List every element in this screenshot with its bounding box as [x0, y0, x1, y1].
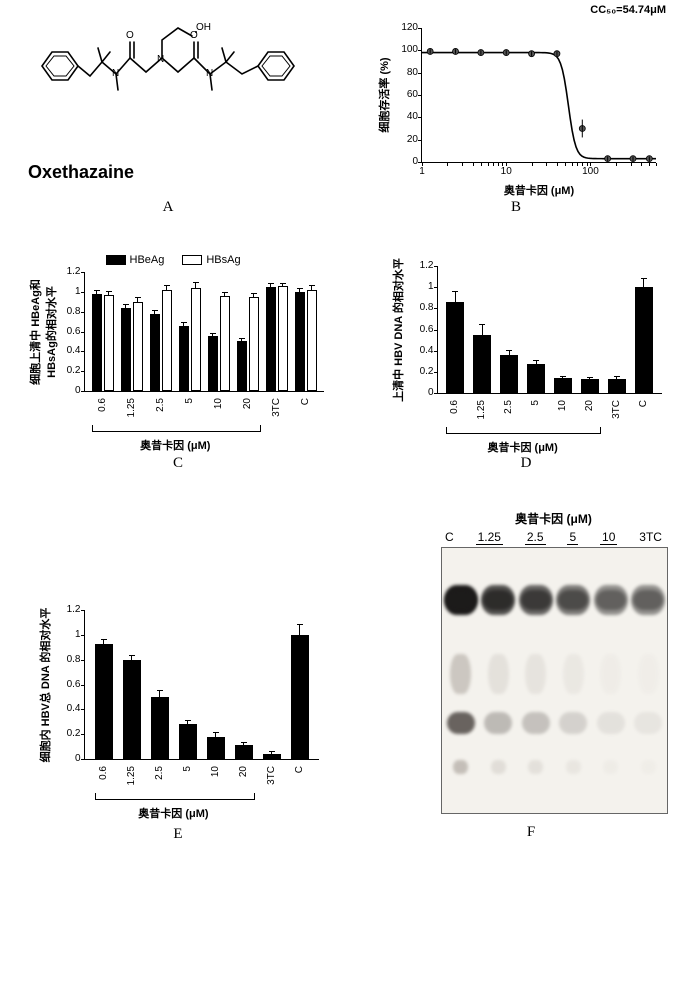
antigen-chart: HBeAg HBsAg 细胞上清中 HBeAg和 HBsAg的相对水平 奥昔卡因…: [26, 254, 331, 449]
xlabel-d: 奥昔卡因 (μM): [487, 439, 557, 455]
panel-label-d: D: [521, 455, 532, 472]
xlabel-e: 奥昔卡因 (μM): [138, 805, 208, 821]
legend-swatch-hbsag: [182, 255, 202, 265]
svg-text:O: O: [190, 30, 198, 41]
xlabel-b: 奥昔卡因 (μM): [504, 182, 574, 198]
legend-c: HBeAg HBsAg: [106, 254, 241, 266]
figure-root: OH N N N: [18, 18, 681, 843]
intracellular-dna-chart: 细胞内 HBV总 DNA 的相对水平 奥昔卡因 (μM) 00.20.40.60…: [26, 510, 331, 820]
supernatant-dna-chart: 上清中 HBV DNA 的相对水平 奥昔卡因 (μM) 00.20.40.60.…: [379, 254, 674, 449]
panel-label-b: B: [511, 199, 521, 216]
xlabel-c: 奥昔卡因 (μM): [140, 437, 210, 453]
plot-area-c: 细胞上清中 HBeAg和 HBsAg的相对水平 奥昔卡因 (μM) 00.20.…: [84, 272, 324, 392]
southern-blot: 奥昔卡因 (μM) C1.252.55103TC RC SS: [441, 510, 666, 814]
panel-label-c: C: [173, 455, 183, 472]
chemical-structure: OH N N N: [28, 18, 308, 193]
panel-e: 细胞内 HBV总 DNA 的相对水平 奥昔卡因 (μM) 00.20.40.60…: [18, 510, 338, 843]
svg-text:N: N: [206, 68, 213, 79]
plot-area-e: 细胞内 HBV总 DNA 的相对水平 奥昔卡因 (μM) 00.20.40.60…: [84, 610, 319, 760]
blot-title: 奥昔卡因 (μM): [441, 510, 666, 527]
svg-text:N: N: [112, 68, 119, 79]
cc50-annotation: CC₅₀=54.74μM: [590, 4, 666, 16]
ylabel-c: 细胞上清中 HBeAg和 HBsAg的相对水平: [27, 279, 59, 385]
side-label-rc: RC: [441, 595, 442, 618]
legend-label-hbsag: HBsAg: [206, 254, 240, 266]
panel-b: CC₅₀=54.74μM 细胞存活率 (%) 奥昔卡因 (μM) 0204060…: [351, 18, 681, 216]
ylabel-b: 细胞存活率 (%): [376, 57, 392, 132]
row-1: OH N N N: [18, 18, 681, 216]
plot-area-d: 上清中 HBV DNA 的相对水平 奥昔卡因 (μM) 00.20.40.60.…: [437, 266, 662, 394]
plot-area-b: 细胞存活率 (%) 奥昔卡因 (μM) 02040608010012011010…: [421, 28, 656, 163]
panel-label-e: E: [173, 826, 182, 843]
compound-name: Oxethazaine: [28, 162, 308, 183]
blot-image: RC SS: [441, 547, 668, 814]
row-2: HBeAg HBsAg 细胞上清中 HBeAg和 HBsAg的相对水平 奥昔卡因…: [18, 254, 681, 472]
ylabel-d: 上清中 HBV DNA 的相对水平: [390, 258, 406, 402]
cytotoxicity-chart: CC₅₀=54.74μM 细胞存活率 (%) 奥昔卡因 (μM) 0204060…: [366, 18, 666, 193]
blot-lane-labels: C1.252.55103TC: [441, 530, 666, 547]
svg-text:O: O: [126, 30, 134, 41]
row-3: 细胞内 HBV总 DNA 的相对水平 奥昔卡因 (μM) 00.20.40.60…: [18, 510, 681, 843]
svg-text:N: N: [157, 54, 164, 65]
side-label-ss: SS: [441, 717, 442, 740]
panel-label-f: F: [527, 824, 535, 841]
legend-swatch-hbeag: [106, 255, 126, 265]
panel-c: HBeAg HBsAg 细胞上清中 HBeAg和 HBsAg的相对水平 奥昔卡因…: [18, 254, 338, 472]
oxethazaine-structure-svg: OH N N N: [28, 18, 308, 158]
legend-label-hbeag: HBeAg: [130, 254, 165, 266]
svg-text:OH: OH: [196, 22, 211, 33]
panel-label-a: A: [163, 199, 174, 216]
panel-a: OH N N N: [18, 18, 318, 216]
ylabel-e: 细胞内 HBV总 DNA 的相对水平: [37, 607, 53, 762]
panel-f: 奥昔卡因 (μM) C1.252.55103TC RC SS F: [381, 510, 681, 843]
panel-d: 上清中 HBV DNA 的相对水平 奥昔卡因 (μM) 00.20.40.60.…: [371, 254, 681, 472]
